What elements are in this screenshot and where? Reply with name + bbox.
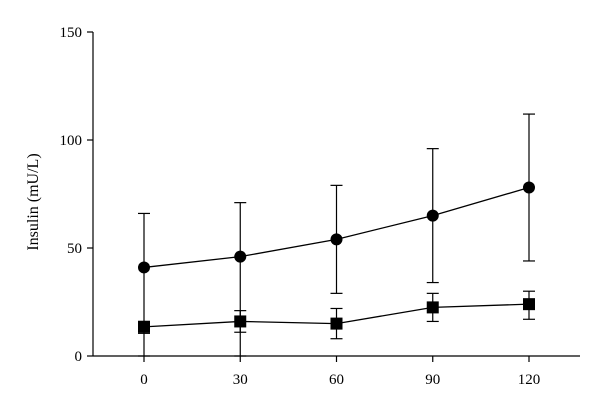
y-axis-title: Insulin (mU/L) bbox=[25, 153, 42, 250]
data-point-square bbox=[138, 320, 150, 333]
x-tick-label: 30 bbox=[233, 372, 248, 388]
x-tick-label: 120 bbox=[518, 372, 541, 388]
data-point-circle bbox=[523, 181, 535, 194]
data-point-circle bbox=[138, 261, 150, 274]
x-ticks: 0 30 60 90 120 bbox=[140, 356, 540, 388]
data-point-square bbox=[426, 301, 439, 314]
y-tick-label: 150 bbox=[60, 25, 83, 41]
data-point-circle bbox=[234, 250, 247, 263]
x-tick-label: 0 bbox=[140, 372, 148, 388]
data-point-square bbox=[523, 298, 535, 311]
data-point-circle bbox=[330, 233, 343, 246]
y-tick-label: 50 bbox=[67, 241, 82, 257]
y-tick-label: 100 bbox=[60, 133, 83, 149]
x-tick-label: 60 bbox=[329, 372, 344, 388]
series-2-square bbox=[138, 290, 535, 340]
data-point-circle bbox=[426, 209, 439, 222]
y-tick-label: 0 bbox=[75, 349, 83, 365]
series-1-circle bbox=[138, 113, 535, 357]
x-tick-label: 90 bbox=[425, 372, 440, 388]
y-ticks: 0 50 100 150 bbox=[60, 25, 93, 365]
error-bar bbox=[234, 202, 247, 357]
series-layer bbox=[138, 113, 535, 357]
error-bar bbox=[138, 212, 150, 357]
data-point-square bbox=[234, 315, 247, 328]
data-point-square bbox=[330, 317, 343, 330]
